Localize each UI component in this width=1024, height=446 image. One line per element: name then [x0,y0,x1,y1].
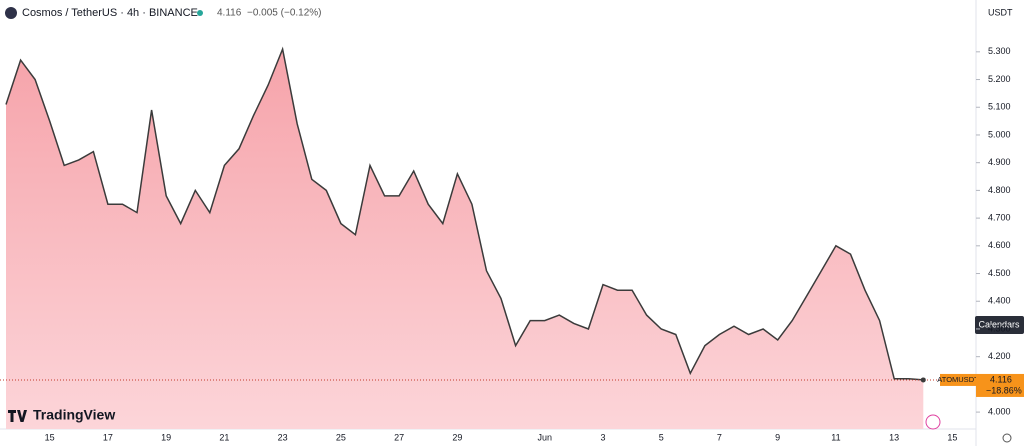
currency: USDT [988,7,1013,17]
y-tick-label: 4.000 [988,406,1011,416]
brand: TradingView [33,407,115,423]
y-tick-label: 4.400 [988,296,1011,306]
x-tick-label: 15 [947,432,957,442]
x-tick-label: 21 [219,432,229,442]
x-tick-label: 17 [103,432,113,442]
x-tick-label: 29 [452,432,462,442]
alert-icon[interactable] [925,414,941,430]
price-tag-value: 4.116 [990,374,1012,384]
x-tick-label: 25 [336,432,346,442]
area-fill [6,49,924,429]
y-tick-label: 5.300 [988,46,1011,56]
x-tick-label: 3 [600,432,605,442]
y-tick-label: 4.500 [988,268,1011,278]
status-dot [197,10,203,16]
price-line [5,46,924,381]
price-tag [976,373,1024,397]
x-tick-label: 7 [717,432,722,442]
x-tick-label: 11 [831,432,840,442]
symbol-icon [5,7,17,19]
x-tick-label: 9 [775,432,780,442]
settings-icon[interactable] [1002,433,1012,443]
price-change: −0.005 (−0.12%) [247,8,322,19]
y-tick-label: 4.600 [988,240,1011,250]
calendars-button[interactable] [975,316,1024,334]
x-tick-label: Jun [537,432,552,442]
last-point [920,377,926,383]
symbol-tag-label: ATOMUSDT [937,375,979,384]
x-tick-label: 15 [45,432,55,442]
plot [0,46,976,429]
symbol-tag [940,373,976,386]
y-tick-label: 5.100 [988,102,1011,112]
x-tick-label: 13 [889,432,899,442]
y-tick-label: 4.300 [988,323,1011,333]
x-tick-label: 5 [659,432,664,442]
x-tick-label: 23 [278,432,288,442]
y-tick-label: 5.000 [988,129,1011,139]
x-tick-label: 27 [394,432,404,442]
y-tick-label: 4.200 [988,351,1011,361]
y-tick-label: 4.700 [988,212,1011,222]
y-tick-label: 4.900 [988,157,1011,167]
y-tick-label: 4.800 [988,185,1011,195]
price-tag-change: −18.86% [986,385,1022,395]
symbol-title: Cosmos / TetherUS · 4h · BINANCE [22,7,198,19]
brand-logo [8,410,27,422]
x-tick-label: 19 [161,432,171,442]
calendars-label[interactable]: Calendars [978,319,1020,329]
y-tick-label: 5.200 [988,74,1011,84]
price: 4.116 [217,8,242,19]
